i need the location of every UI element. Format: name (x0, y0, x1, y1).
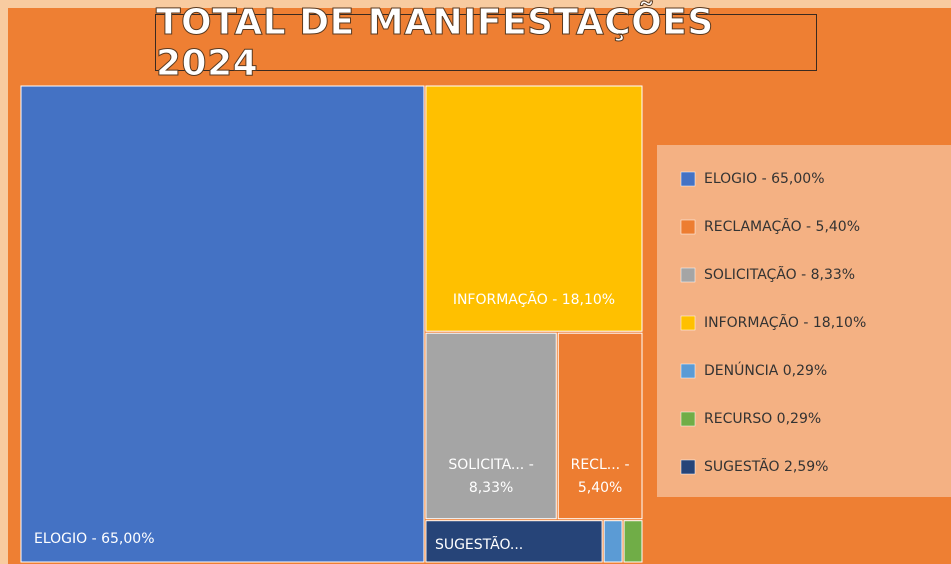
legend-swatch (680, 459, 696, 475)
tile-label: INFORMAÇÃO - 18,10% (452, 292, 616, 309)
legend-label: ELOGIO - 65,00% (704, 171, 825, 187)
treemap-tile (603, 520, 623, 563)
tile-label: ELOGIO - 65,00% (34, 531, 155, 547)
legend-swatch (680, 315, 696, 331)
legend-box (657, 145, 951, 497)
legend-label: INFORMAÇÃO - 18,10% (704, 314, 866, 331)
treemap-tile (425, 520, 603, 563)
tile-label: SUGESTÃO... (434, 536, 524, 553)
treemap-tile (425, 332, 557, 520)
legend-swatch (680, 363, 696, 379)
legend-label: DENÚNCIA 0,29% (704, 361, 827, 379)
treemap-tile (20, 85, 425, 563)
treemap-tile (623, 520, 643, 563)
legend-label: RECURSO 0,29% (704, 411, 821, 427)
legend-label: SUGESTÃO 2,59% (704, 458, 828, 475)
legend-label: RECLAMAÇÃO - 5,40% (704, 218, 860, 235)
treemap-tile (557, 332, 643, 520)
treemap-tile (425, 85, 643, 332)
legend-swatch (680, 267, 696, 283)
legend-label: SOLICITAÇÃO - 8,33% (704, 266, 855, 283)
tile-label: RECL... - 5,40% (570, 456, 630, 496)
legend-swatch (680, 219, 696, 235)
legend-swatch (680, 411, 696, 427)
legend-swatch (680, 171, 696, 187)
chart-title: TOTAL DE MANIFESTAÇÕES 2024 (155, 1, 817, 84)
tile-label: SOLICITA... - 8,33% (448, 456, 534, 496)
